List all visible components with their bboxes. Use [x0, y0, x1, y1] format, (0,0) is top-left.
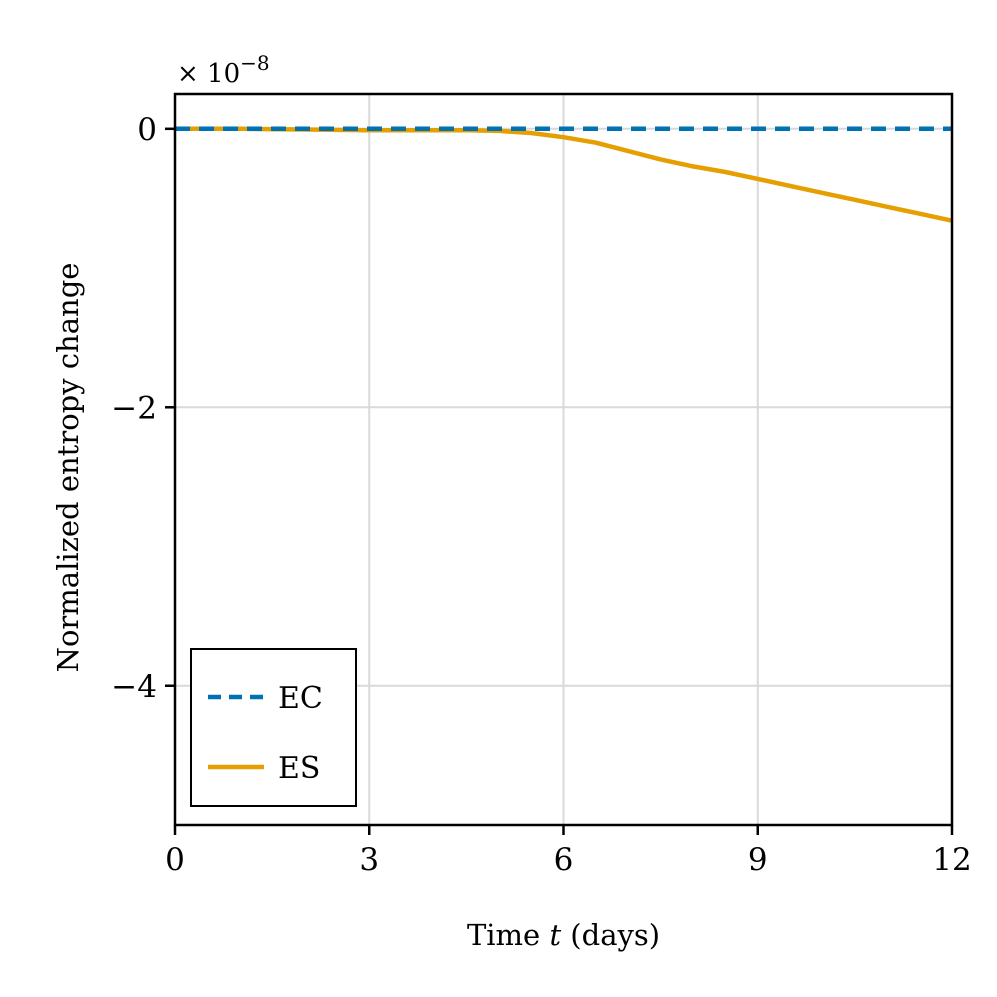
y-multiplier-base: × 10 — [177, 59, 240, 89]
legend: EC ES — [190, 648, 357, 807]
x-axis-label: Time t (days) — [467, 918, 660, 952]
x-label-prefix: Time — [467, 918, 550, 952]
y-multiplier-exponent: −8 — [240, 51, 269, 75]
x-tick-label: 9 — [748, 842, 768, 878]
x-label-variable: t — [549, 918, 561, 952]
x-tick-label: 3 — [359, 842, 379, 878]
y-tick-label: −4 — [111, 669, 157, 705]
legend-label-ec: EC — [278, 681, 323, 716]
x-label-suffix: (days) — [561, 918, 660, 952]
y-tick-label: −2 — [111, 390, 157, 426]
x-tick-label: 6 — [554, 842, 574, 878]
x-tick-label: 12 — [932, 842, 971, 878]
y-tick-label: 0 — [137, 112, 157, 148]
legend-box — [190, 648, 357, 807]
x-tick-label: 0 — [165, 842, 185, 878]
series-layer — [175, 126, 953, 223]
y-axis-label: Normalized entropy change — [51, 263, 85, 673]
ticks: 0 3 6 9 12 0 −2 −4 — [111, 112, 971, 878]
legend-label-es: ES — [278, 751, 320, 786]
y-axis-multiplier: × 10−8 — [177, 51, 270, 89]
series-line-es — [175, 126, 953, 223]
